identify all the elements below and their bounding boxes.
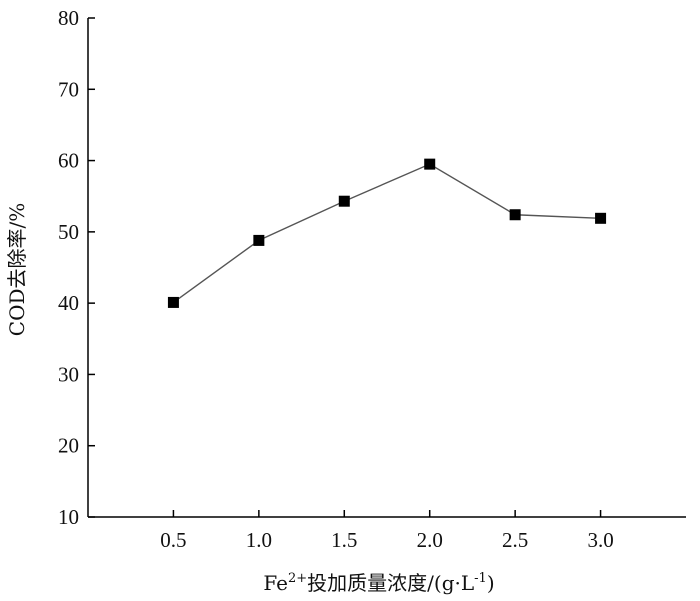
- data-point: [167, 296, 179, 308]
- y-tick-label: 40: [58, 291, 79, 315]
- y-tick-label: 70: [58, 77, 79, 101]
- x-axis-title-superscript: 2+: [288, 571, 307, 586]
- x-tick-label: 1.0: [246, 528, 272, 552]
- x-tick-label: 3.0: [587, 528, 613, 552]
- y-tick-label: 60: [58, 149, 79, 173]
- y-tick-label: 20: [58, 434, 79, 458]
- y-axis-title: COD去除率/%: [5, 203, 29, 336]
- x-axis-title-unit-superscript: -1: [474, 571, 487, 586]
- y-tick-label: 80: [58, 6, 79, 30]
- y-ticks: 10 20 30 40 50 60 70 80: [58, 6, 95, 529]
- x-axis-title-main: 投加质量浓度/(g·L: [307, 571, 474, 595]
- axes: [87, 18, 686, 518]
- x-ticks: 0.5 1.0 1.5 2.0 2.5 3.0: [160, 510, 614, 552]
- data-point: [253, 234, 265, 246]
- y-tick-label: 50: [58, 220, 79, 244]
- y-tick-label: 10: [58, 505, 79, 529]
- x-tick-label: 0.5: [160, 528, 186, 552]
- x-axis-title-prefix: Fe: [263, 571, 288, 595]
- data-point: [338, 195, 350, 207]
- data-point: [509, 209, 521, 221]
- x-tick-label: 2.0: [417, 528, 443, 552]
- data-point: [595, 212, 607, 224]
- x-tick-label: 1.5: [331, 528, 357, 552]
- series-line: [173, 163, 601, 303]
- x-axis-title-suffix: ): [487, 571, 495, 595]
- series-layer: [167, 158, 607, 308]
- x-tick-label: 2.5: [502, 528, 528, 552]
- x-axis-title: Fe2+投加质量浓度/(g·L-1): [263, 571, 494, 595]
- y-tick-label: 30: [58, 362, 79, 386]
- data-point: [424, 158, 436, 170]
